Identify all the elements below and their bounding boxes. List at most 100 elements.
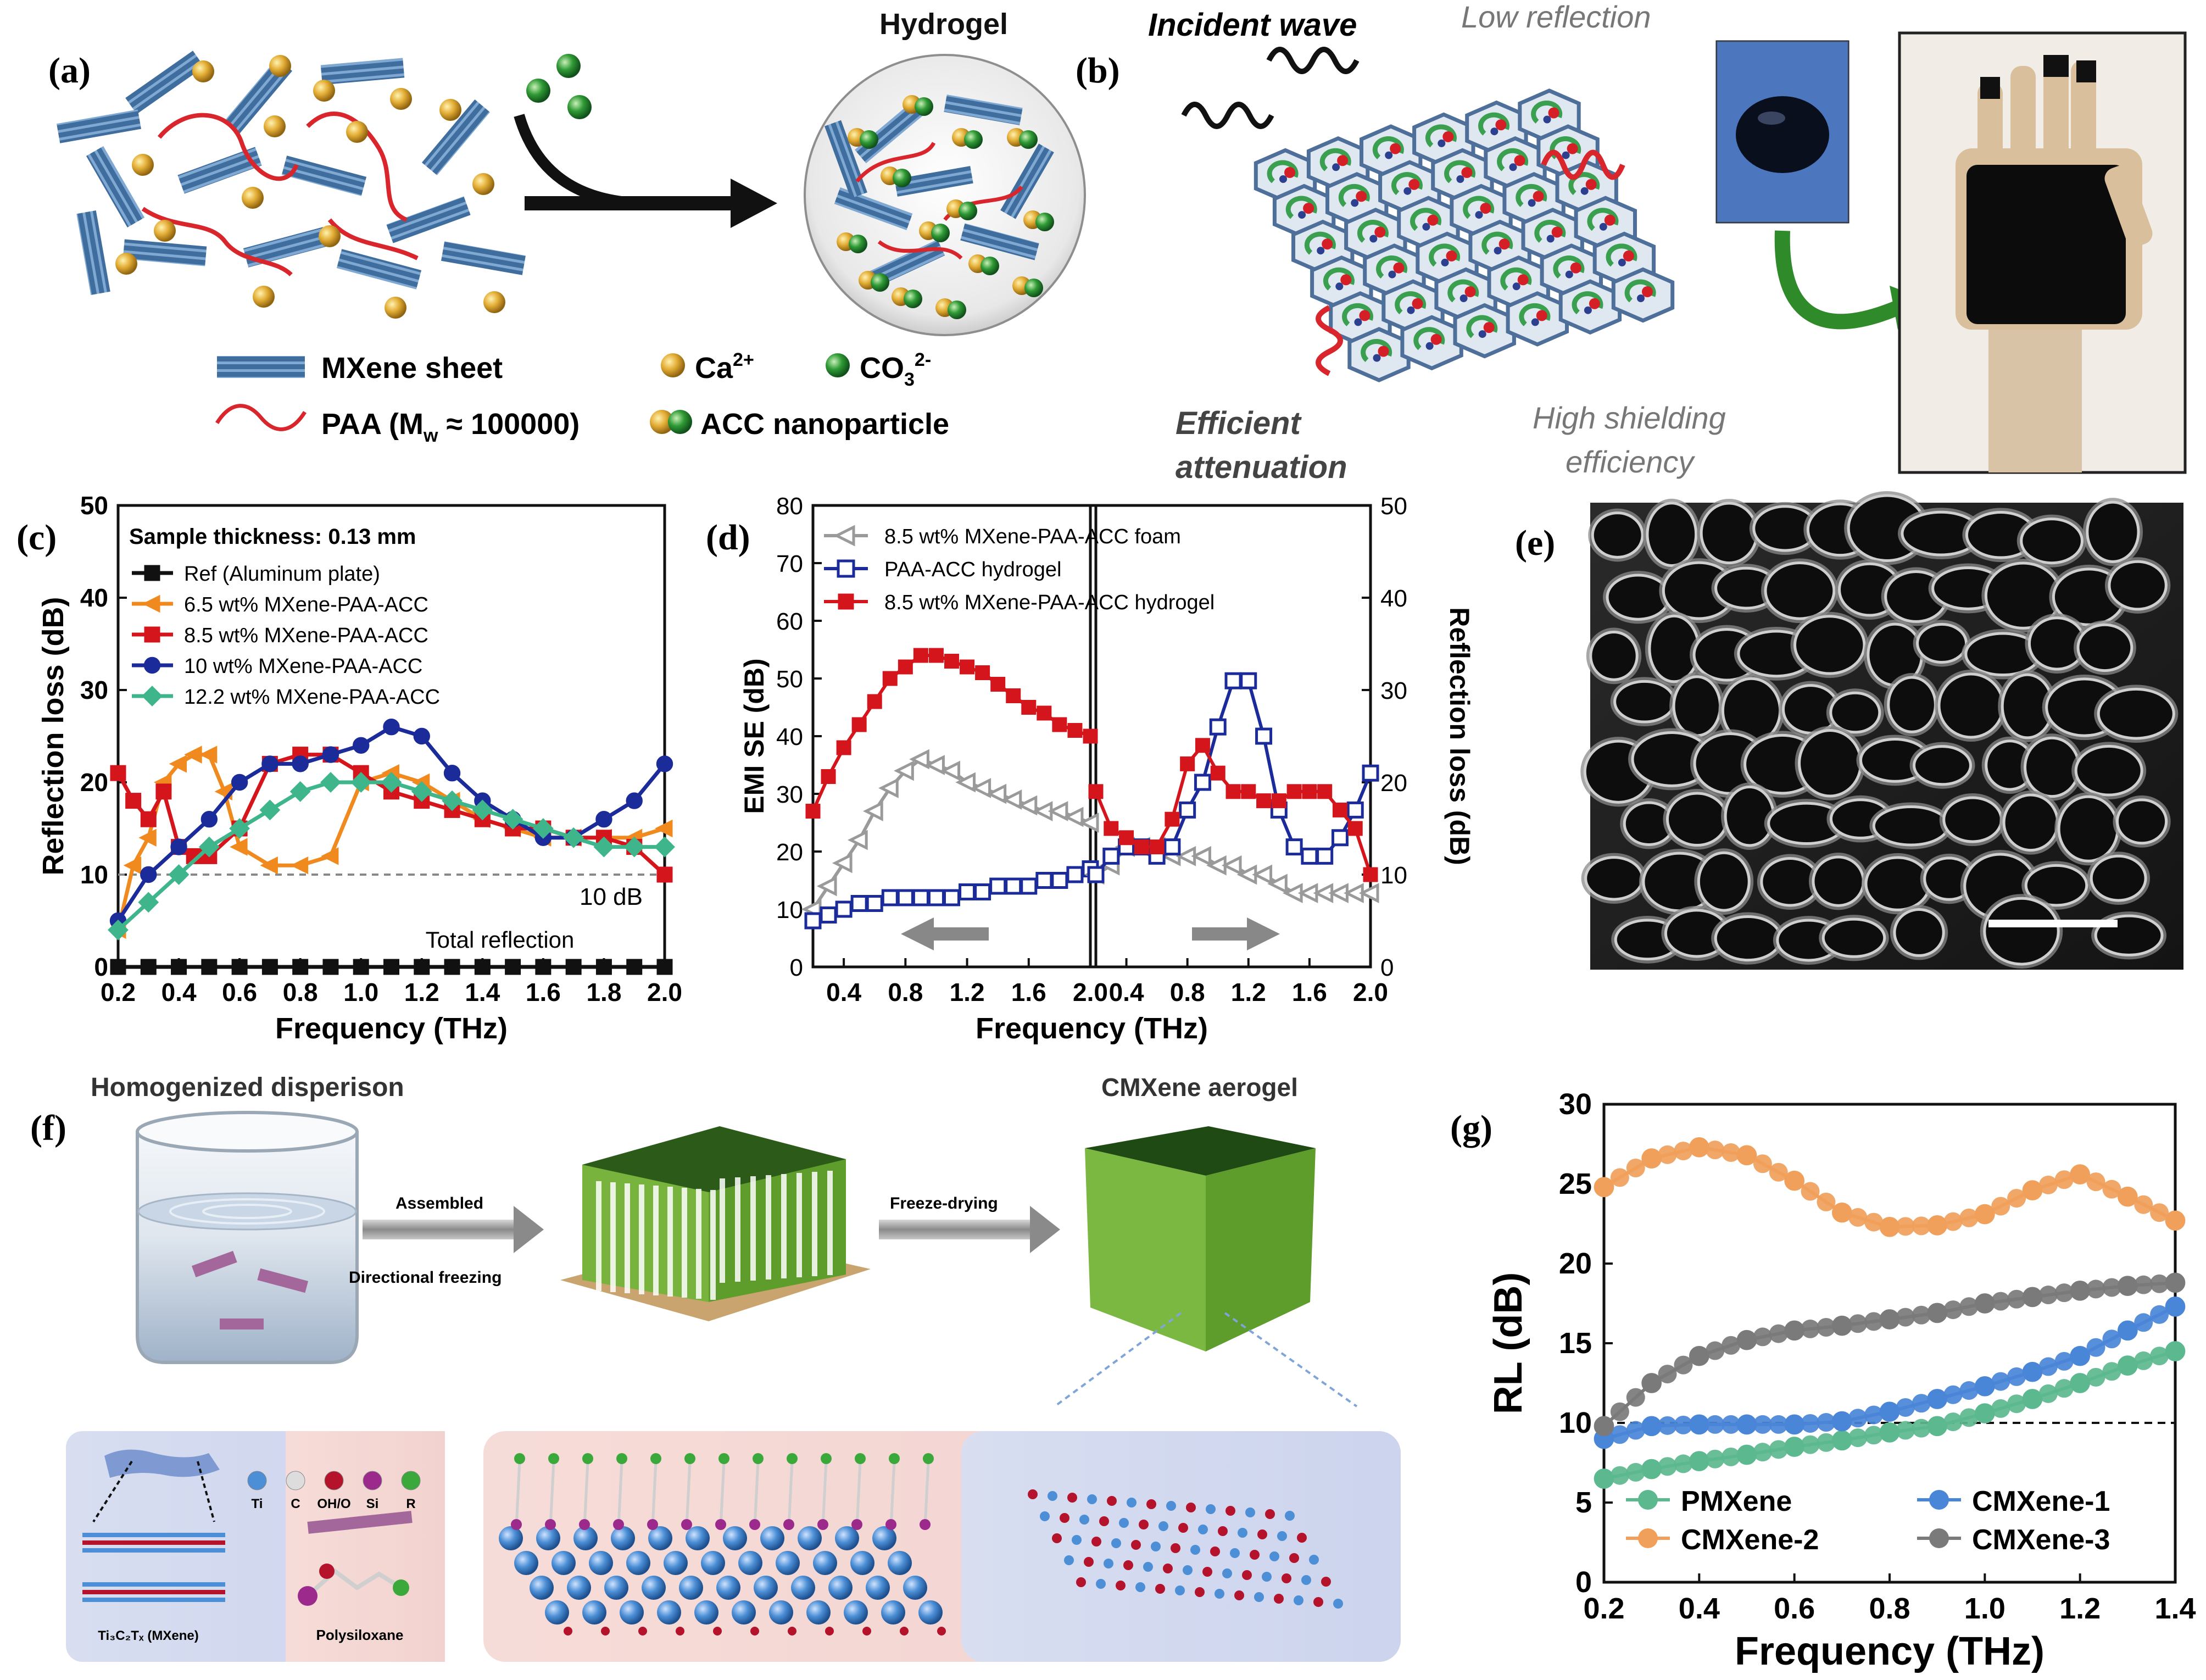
blue-atom bbox=[1546, 235, 1555, 243]
y-tick-label: 30 bbox=[776, 781, 803, 808]
r-group-atom bbox=[855, 1453, 866, 1464]
red-atom bbox=[1536, 310, 1547, 321]
data-point bbox=[1006, 688, 1021, 703]
green-circulation-icon bbox=[1376, 255, 1407, 279]
data-point-fill bbox=[2007, 1394, 2026, 1414]
data-point bbox=[292, 755, 309, 772]
r-group-atom bbox=[821, 1453, 832, 1464]
x-tick-label: 0.2 bbox=[101, 978, 136, 1006]
freeze-drying-arrow-icon bbox=[879, 1206, 1060, 1253]
legend-co3-label: CO bbox=[860, 352, 904, 385]
mxene-sheet-icon bbox=[386, 196, 471, 243]
red-atom bbox=[1567, 143, 1578, 154]
stack-atom bbox=[1119, 1518, 1129, 1528]
ligand-chain bbox=[719, 1461, 726, 1528]
y-tick-label: 50 bbox=[776, 666, 803, 693]
reference-line-label: 10 dB bbox=[580, 883, 643, 910]
data-point-fill bbox=[1991, 1292, 2010, 1311]
ti-atom bbox=[626, 1551, 650, 1575]
data-point bbox=[502, 809, 523, 830]
data-point-fill bbox=[1674, 1142, 1693, 1161]
data-point-fill bbox=[1817, 1318, 1836, 1337]
polysiloxane-molecule-icon bbox=[298, 1511, 413, 1606]
ti-atom bbox=[872, 1526, 896, 1550]
ice-column bbox=[720, 1178, 725, 1283]
data-point-fill bbox=[1912, 1305, 1931, 1325]
ti-atom bbox=[732, 1600, 756, 1625]
co3-ion-icon bbox=[948, 301, 966, 319]
ti-atom bbox=[573, 1526, 598, 1550]
data-point bbox=[928, 648, 944, 663]
data-point-fill bbox=[2134, 1195, 2153, 1214]
r-group-atom bbox=[889, 1453, 900, 1464]
stack-atom bbox=[1171, 1543, 1180, 1553]
polysiloxane-label: Polysiloxane bbox=[316, 1627, 404, 1643]
pore bbox=[1798, 728, 1863, 798]
y-tick-label: 20 bbox=[776, 839, 803, 866]
mxene-sheet-icon bbox=[834, 187, 913, 230]
data-point-fill bbox=[1817, 1433, 1836, 1452]
pore bbox=[1829, 691, 1881, 734]
data-point bbox=[1316, 847, 1334, 865]
data-point bbox=[1240, 672, 1257, 689]
ti-atom bbox=[723, 1526, 747, 1550]
robot-hand-photo bbox=[1898, 31, 2187, 474]
data-point bbox=[110, 959, 126, 975]
panel-label-a: (a) bbox=[48, 51, 91, 91]
stack-atom bbox=[1064, 1555, 1074, 1565]
blue-atom bbox=[1580, 187, 1589, 195]
red-atom bbox=[1517, 274, 1529, 286]
red-atom bbox=[1412, 298, 1423, 309]
mxene-layer bbox=[82, 1598, 225, 1602]
ca-ion-icon bbox=[132, 154, 154, 176]
data-point bbox=[1052, 717, 1067, 732]
red-atom bbox=[1356, 191, 1367, 202]
ca-ion-icon bbox=[319, 225, 341, 247]
blue-atom bbox=[1385, 151, 1393, 159]
ca-ion-icon bbox=[269, 55, 291, 77]
ligand-chain bbox=[923, 1461, 930, 1528]
stack-atom bbox=[1091, 1537, 1101, 1547]
scale-bar bbox=[1988, 920, 2118, 927]
x-tick-label: 1.2 bbox=[950, 978, 985, 1006]
mxene-sheet-icon bbox=[76, 210, 110, 295]
legend-item: PAA-ACC hydrogel bbox=[824, 558, 1061, 581]
red-atom bbox=[1284, 167, 1295, 178]
stack-atom bbox=[1277, 1531, 1287, 1541]
reflected-wave-icon bbox=[1541, 149, 1625, 180]
ti-atom bbox=[888, 1551, 912, 1575]
data-point bbox=[816, 876, 837, 897]
blue-atom bbox=[1456, 175, 1464, 183]
ligand-chain bbox=[549, 1461, 555, 1528]
stack-atom bbox=[1262, 1572, 1272, 1582]
stack-atom bbox=[1282, 1573, 1291, 1583]
stack-atom bbox=[1099, 1516, 1109, 1526]
data-point bbox=[832, 853, 853, 874]
data-point-fill bbox=[1912, 1216, 1931, 1236]
data-point-fill bbox=[1769, 1324, 1788, 1343]
data-point bbox=[123, 856, 142, 875]
paa-chain-icon bbox=[157, 113, 299, 181]
mxene-sheet-icon bbox=[422, 99, 490, 176]
blue-atom bbox=[1351, 199, 1359, 207]
green-circulation-icon bbox=[1516, 183, 1547, 207]
green-circulation-icon bbox=[1553, 255, 1585, 279]
panel-d: (d) 0.4 0.40.8 0.81.2 1.21.6 1.62.0 2.0010203… bbox=[706, 493, 1475, 1045]
atom-label: Ti bbox=[252, 1497, 263, 1511]
mxene-paa-mixture bbox=[57, 51, 526, 319]
hydrogel-sphere bbox=[804, 54, 1086, 336]
data-point bbox=[1641, 1148, 1662, 1169]
legend-marker bbox=[142, 594, 160, 613]
data-point bbox=[199, 746, 218, 764]
blue-atom bbox=[1407, 306, 1415, 314]
data-point bbox=[1104, 821, 1119, 836]
legend-label: 8.5 wt% MXene-PAA-ACC hydrogel bbox=[884, 591, 1215, 614]
hydrogel-title: Hydrogel bbox=[879, 8, 1008, 41]
x-tick-label: 0.8 bbox=[888, 978, 923, 1006]
blue-atom bbox=[1459, 294, 1468, 302]
data-point-fill bbox=[1706, 1415, 1725, 1434]
pore bbox=[1821, 917, 1886, 958]
pore bbox=[2076, 623, 2133, 672]
data-point-fill bbox=[2150, 1305, 2169, 1324]
r-group-atom bbox=[753, 1453, 764, 1464]
